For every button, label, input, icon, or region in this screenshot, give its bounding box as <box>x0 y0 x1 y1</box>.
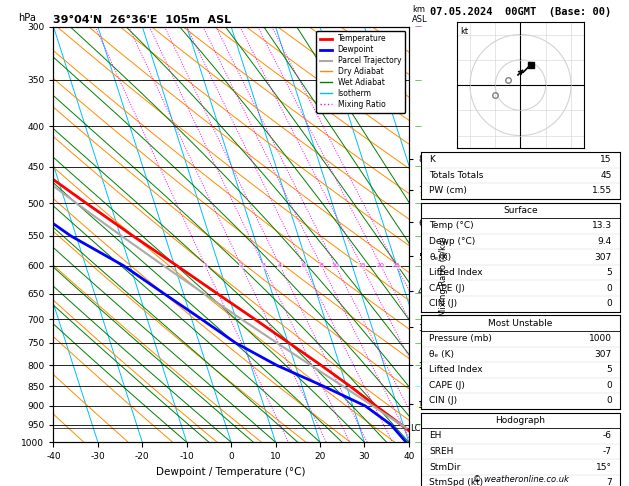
Text: 1.55: 1.55 <box>591 187 611 195</box>
Text: 307: 307 <box>594 350 611 359</box>
Text: Dewp (°C): Dewp (°C) <box>430 237 476 246</box>
Text: CAPE (J): CAPE (J) <box>430 381 465 390</box>
Text: 1: 1 <box>204 263 208 268</box>
Text: —: — <box>415 200 422 206</box>
Text: SREH: SREH <box>430 447 454 456</box>
Text: hPa: hPa <box>18 13 36 22</box>
Text: -7: -7 <box>603 447 611 456</box>
Text: 45: 45 <box>600 171 611 180</box>
Text: —: — <box>415 291 422 296</box>
Text: EH: EH <box>430 432 442 440</box>
Text: -6: -6 <box>603 432 611 440</box>
Text: 0: 0 <box>606 284 611 293</box>
Text: 13.3: 13.3 <box>591 222 611 230</box>
Text: LCL: LCL <box>410 424 425 433</box>
Text: Most Unstable: Most Unstable <box>488 319 553 328</box>
Text: 25: 25 <box>392 263 400 268</box>
Text: θₑ(K): θₑ(K) <box>430 253 452 261</box>
Text: 9.4: 9.4 <box>598 237 611 246</box>
Text: 15: 15 <box>600 156 611 164</box>
X-axis label: Dewpoint / Temperature (°C): Dewpoint / Temperature (°C) <box>157 467 306 477</box>
Text: 20: 20 <box>377 263 385 268</box>
Text: —: — <box>415 421 422 428</box>
Text: —: — <box>415 362 422 368</box>
Text: —: — <box>415 164 422 170</box>
Text: 39°04'N  26°36'E  105m  ASL: 39°04'N 26°36'E 105m ASL <box>53 15 231 25</box>
Text: CIN (J): CIN (J) <box>430 397 457 405</box>
Text: PW (cm): PW (cm) <box>430 187 467 195</box>
Text: 4: 4 <box>278 263 282 268</box>
Text: 0: 0 <box>606 299 611 308</box>
Text: —: — <box>415 263 422 269</box>
Text: Lifted Index: Lifted Index <box>430 268 483 277</box>
Text: —: — <box>415 233 422 239</box>
Text: Hodograph: Hodograph <box>496 416 545 425</box>
Text: —: — <box>415 403 422 409</box>
Text: 07.05.2024  00GMT  (Base: 00): 07.05.2024 00GMT (Base: 00) <box>430 7 611 17</box>
Text: —: — <box>415 123 422 129</box>
Text: kt: kt <box>460 27 468 36</box>
Text: CAPE (J): CAPE (J) <box>430 284 465 293</box>
Text: 307: 307 <box>594 253 611 261</box>
Text: —: — <box>415 340 422 346</box>
Text: —: — <box>415 77 422 83</box>
Text: —: — <box>415 383 422 389</box>
Text: 3: 3 <box>262 263 265 268</box>
Text: —: — <box>415 439 422 445</box>
Text: Surface: Surface <box>503 206 538 215</box>
Text: 0: 0 <box>606 397 611 405</box>
Text: CIN (J): CIN (J) <box>430 299 457 308</box>
Text: km
ASL: km ASL <box>412 5 428 24</box>
Text: —: — <box>415 316 422 322</box>
Text: StmDir: StmDir <box>430 463 460 471</box>
Text: —: — <box>415 24 422 30</box>
Text: Temp (°C): Temp (°C) <box>430 222 474 230</box>
Text: Pressure (mb): Pressure (mb) <box>430 334 493 343</box>
Text: 1000: 1000 <box>589 334 611 343</box>
Text: Totals Totals: Totals Totals <box>430 171 484 180</box>
Text: θₑ (K): θₑ (K) <box>430 350 454 359</box>
Legend: Temperature, Dewpoint, Parcel Trajectory, Dry Adiabat, Wet Adiabat, Isotherm, Mi: Temperature, Dewpoint, Parcel Trajectory… <box>316 31 405 113</box>
Text: 7: 7 <box>606 478 611 486</box>
Text: 8: 8 <box>320 263 323 268</box>
Text: © weatheronline.co.uk: © weatheronline.co.uk <box>472 474 569 484</box>
Text: 6: 6 <box>302 263 306 268</box>
Text: Lifted Index: Lifted Index <box>430 365 483 374</box>
Text: 0: 0 <box>606 381 611 390</box>
Text: 2: 2 <box>240 263 243 268</box>
Text: 5: 5 <box>606 268 611 277</box>
Text: 10: 10 <box>331 263 340 268</box>
Text: 5: 5 <box>606 365 611 374</box>
Text: 15°: 15° <box>596 463 611 471</box>
Text: StmSpd (kt): StmSpd (kt) <box>430 478 484 486</box>
Text: K: K <box>430 156 435 164</box>
Text: 15: 15 <box>358 263 365 268</box>
Text: Mixing Ratio (g/kg): Mixing Ratio (g/kg) <box>439 236 448 316</box>
